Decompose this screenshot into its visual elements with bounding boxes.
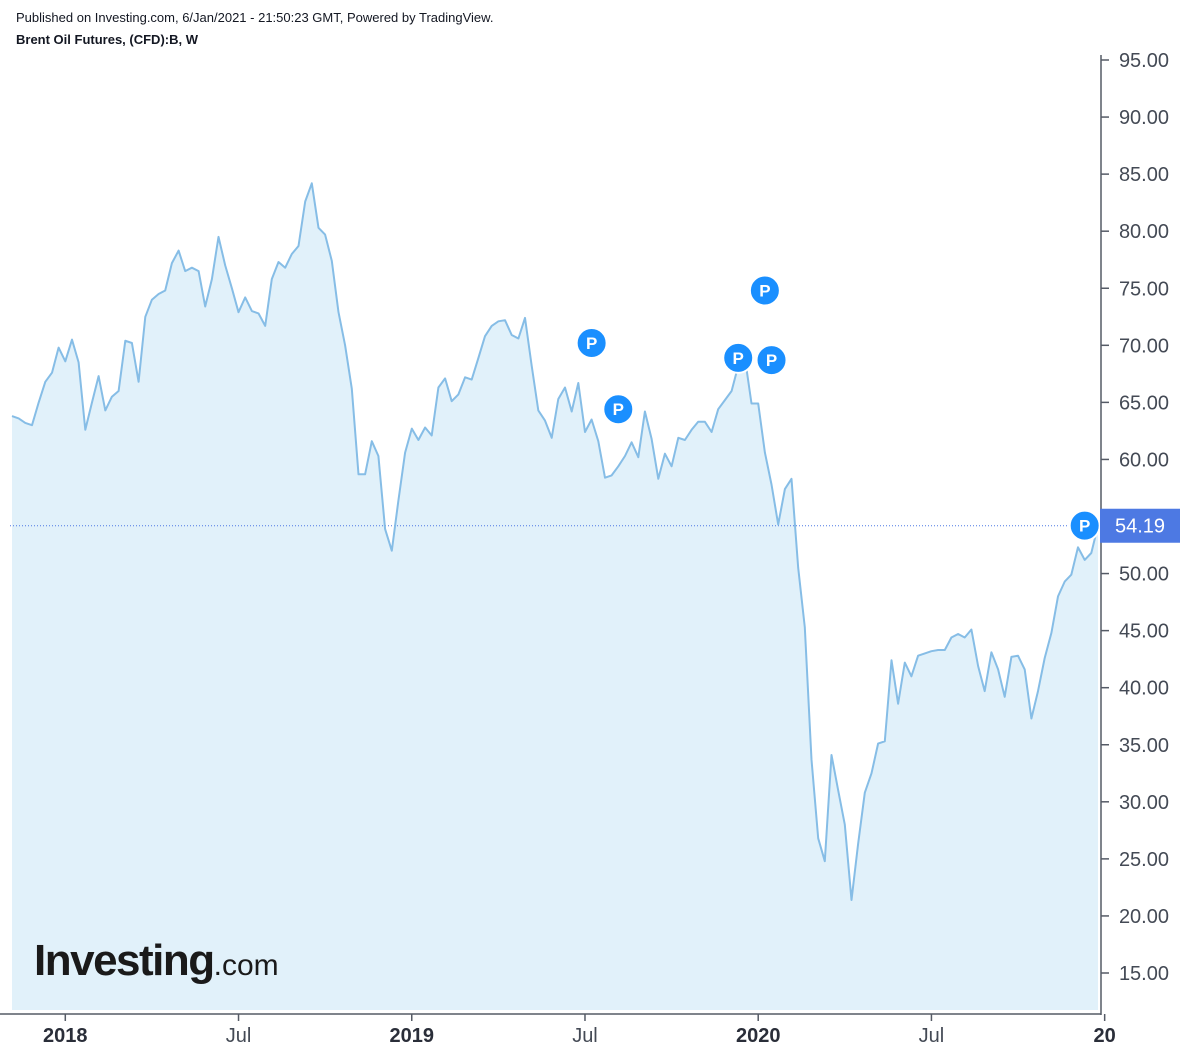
published-caption: Published on Investing.com, 6/Jan/2021 -… [16, 10, 494, 25]
y-tick-label: 85.00 [1119, 164, 1169, 186]
annotation-marker[interactable]: P [748, 274, 781, 307]
y-tick-label: 75.00 [1119, 278, 1169, 300]
y-tick-label: 30.00 [1119, 792, 1169, 814]
y-tick-label: 35.00 [1119, 735, 1169, 757]
y-tick-label: 20.00 [1119, 906, 1169, 928]
current-price-tag: 54.19 [1100, 508, 1180, 543]
annotation-marker[interactable]: P [1068, 509, 1101, 542]
y-tick-label: 25.00 [1119, 849, 1169, 871]
annotation-label: P [586, 334, 597, 353]
y-tick-label: 70.00 [1119, 335, 1169, 357]
price-line[interactable] [11, 182, 1099, 901]
annotation-marker[interactable]: P [575, 327, 608, 360]
y-axis-ticks: 95.00 90.00 85.00 80.00 75.00 70.00 65.00 60.00… [1101, 50, 1169, 985]
investing-logo: Investing.com [34, 936, 279, 985]
annotation-dot [722, 341, 755, 374]
y-tick-label: 45.00 [1119, 621, 1169, 643]
annotation-label: P [733, 349, 744, 368]
annotation-markers: P P P P P P [575, 274, 1101, 542]
annotation-label: P [613, 400, 624, 419]
y-tick-label: 15.00 [1119, 963, 1169, 985]
y-tick-label: 95.00 [1119, 50, 1169, 72]
annotation-label: P [1079, 517, 1090, 536]
x-tick-label: 2020 [736, 1025, 781, 1047]
annotation-dot [755, 344, 788, 377]
y-tick-label: 50.00 [1119, 564, 1169, 586]
x-tick-label: Jul [572, 1025, 598, 1047]
price-tag-label: 54.19 [1115, 516, 1165, 538]
price-tag-box [1100, 508, 1180, 543]
annotation-label: P [759, 282, 770, 301]
y-tick-label: 90.00 [1119, 107, 1169, 129]
annotation-dot [748, 274, 781, 307]
price-area-fill [12, 183, 1098, 1011]
y-tick-label: 60.00 [1119, 449, 1169, 471]
x-axis-ticks: 2018 Jul 2019 Jul 2020 Jul 20 [43, 1014, 1116, 1047]
y-tick-label: 40.00 [1119, 678, 1169, 700]
x-tick-label: Jul [919, 1025, 945, 1047]
annotation-marker[interactable]: P [722, 341, 755, 374]
annotation-dot [602, 393, 635, 426]
y-tick-label: 65.00 [1119, 392, 1169, 414]
x-tick-label: 2018 [43, 1025, 88, 1047]
annotation-dot [575, 327, 608, 360]
annotation-dot [1068, 509, 1101, 542]
annotation-label: P [766, 351, 777, 370]
y-tick-label: 80.00 [1119, 221, 1169, 243]
x-tick-label: Jul [226, 1025, 252, 1047]
annotation-marker[interactable]: P [755, 344, 788, 377]
x-tick-label: 2019 [390, 1025, 435, 1047]
symbol-title: Brent Oil Futures, (CFD):B, W [16, 32, 198, 47]
x-tick-label: 20 [1094, 1025, 1116, 1047]
annotation-marker[interactable]: P [602, 393, 635, 426]
